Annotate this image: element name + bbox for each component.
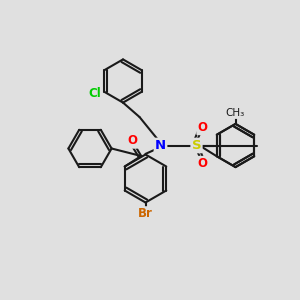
Text: O: O bbox=[127, 134, 137, 148]
Text: CH₃: CH₃ bbox=[226, 108, 245, 118]
Text: Br: Br bbox=[138, 207, 153, 220]
Text: S: S bbox=[192, 139, 201, 152]
Text: N: N bbox=[155, 139, 166, 152]
Text: O: O bbox=[197, 157, 208, 170]
Text: O: O bbox=[197, 121, 208, 134]
Text: Cl: Cl bbox=[88, 87, 101, 100]
